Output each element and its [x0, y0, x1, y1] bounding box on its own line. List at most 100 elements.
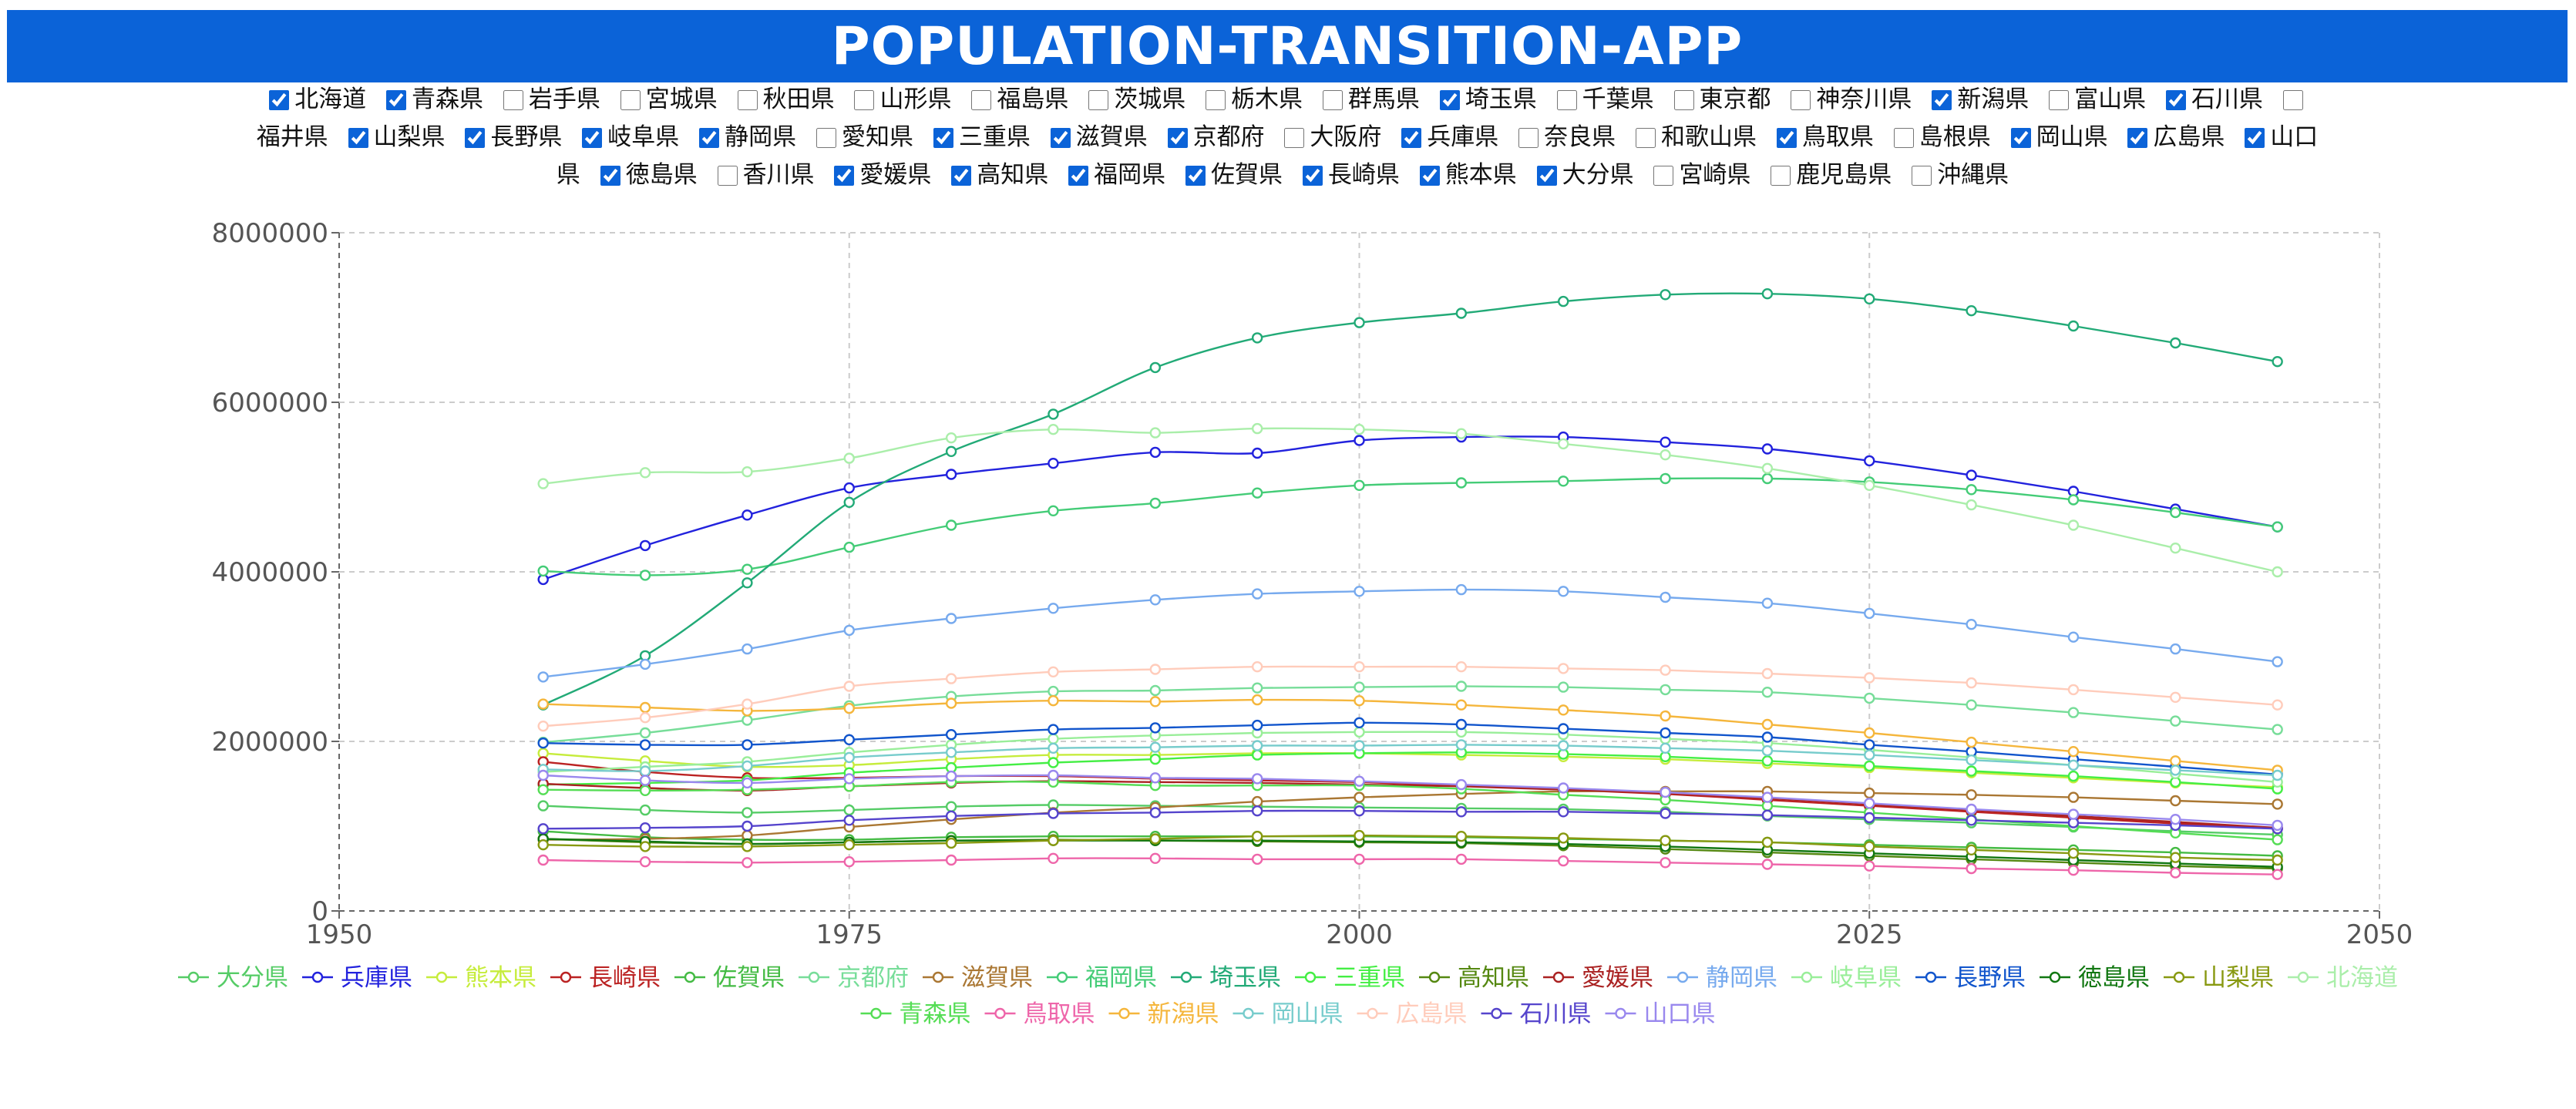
- prefecture-checkbox[interactable]: [699, 128, 720, 148]
- prefecture-option[interactable]: 熊本県: [1417, 161, 1517, 189]
- legend-item[interactable]: 兵庫県: [302, 964, 412, 992]
- prefecture-option[interactable]: 京都府: [1165, 123, 1265, 151]
- prefecture-checkbox[interactable]: [1439, 90, 1460, 110]
- prefecture-checkbox[interactable]: [1284, 128, 1305, 148]
- prefecture-checkbox[interactable]: [1302, 166, 1323, 186]
- prefecture-option[interactable]: 佐賀県: [1182, 161, 1283, 189]
- prefecture-checkbox[interactable]: [503, 90, 523, 110]
- prefecture-checkbox[interactable]: [737, 90, 758, 110]
- legend-item[interactable]: 高知県: [1419, 964, 1529, 992]
- prefecture-checkbox[interactable]: [1556, 90, 1577, 110]
- prefecture-option[interactable]: 香川県: [715, 161, 815, 189]
- prefecture-option[interactable]: 大分県: [1534, 161, 1634, 189]
- prefecture-option[interactable]: 滋賀県: [1048, 123, 1148, 151]
- prefecture-option[interactable]: 山口県: [557, 123, 2318, 189]
- prefecture-option[interactable]: 山形県: [851, 86, 951, 113]
- prefecture-option[interactable]: 東京都: [1671, 86, 1771, 113]
- prefecture-option[interactable]: 長崎県: [1300, 161, 1400, 189]
- legend-item[interactable]: 新潟県: [1108, 1000, 1219, 1028]
- legend-item[interactable]: 長野県: [1915, 964, 2026, 992]
- prefecture-option[interactable]: 青森県: [383, 86, 483, 113]
- prefecture-checkbox[interactable]: [2282, 90, 2303, 110]
- legend-item[interactable]: 福岡県: [1047, 964, 1157, 992]
- legend-item[interactable]: 山梨県: [2164, 964, 2274, 992]
- prefecture-option[interactable]: 宮崎県: [1650, 161, 1750, 189]
- prefecture-option[interactable]: 奈良県: [1515, 123, 1616, 151]
- prefecture-checkbox[interactable]: [1088, 90, 1109, 110]
- prefecture-option[interactable]: 鹿児島県: [1767, 161, 1892, 189]
- prefecture-option[interactable]: 静岡県: [696, 123, 796, 151]
- prefecture-option[interactable]: 宮城県: [617, 86, 718, 113]
- prefecture-option[interactable]: 石川県: [2163, 86, 2263, 113]
- legend-item[interactable]: 佐賀県: [674, 964, 785, 992]
- prefecture-checkbox[interactable]: [465, 128, 486, 148]
- prefecture-checkbox[interactable]: [2049, 90, 2070, 110]
- legend-item[interactable]: 青森県: [860, 1000, 971, 1028]
- prefecture-checkbox[interactable]: [1322, 90, 1343, 110]
- prefecture-checkbox[interactable]: [1068, 166, 1089, 186]
- prefecture-option[interactable]: 愛媛県: [831, 161, 931, 189]
- legend-item[interactable]: 三重県: [1295, 964, 1405, 992]
- prefecture-option[interactable]: 千葉県: [1554, 86, 1654, 113]
- prefecture-option[interactable]: 茨城県: [1085, 86, 1185, 113]
- prefecture-checkbox[interactable]: [1167, 128, 1188, 148]
- prefecture-checkbox[interactable]: [1776, 128, 1797, 148]
- prefecture-checkbox[interactable]: [1419, 166, 1440, 186]
- prefecture-option[interactable]: 和歌山県: [1633, 123, 1757, 151]
- prefecture-option[interactable]: 岡山県: [2008, 123, 2108, 151]
- prefecture-checkbox[interactable]: [1932, 90, 1952, 110]
- prefecture-option[interactable]: 愛知県: [813, 123, 913, 151]
- prefecture-checkbox[interactable]: [816, 128, 836, 148]
- prefecture-checkbox[interactable]: [1185, 166, 1206, 186]
- prefecture-option[interactable]: 島根県: [1891, 123, 1991, 151]
- prefecture-checkbox[interactable]: [1771, 166, 1791, 186]
- legend-item[interactable]: 山口県: [1605, 1000, 1716, 1028]
- prefecture-option[interactable]: 北海道: [266, 86, 366, 113]
- prefecture-checkbox[interactable]: [1636, 128, 1656, 148]
- prefecture-checkbox[interactable]: [933, 128, 953, 148]
- legend-item[interactable]: 熊本県: [426, 964, 536, 992]
- prefecture-checkbox[interactable]: [1050, 128, 1071, 148]
- prefecture-option[interactable]: 秋田県: [735, 86, 835, 113]
- prefecture-checkbox[interactable]: [348, 128, 368, 148]
- prefecture-checkbox[interactable]: [600, 166, 620, 186]
- prefecture-option[interactable]: 兵庫県: [1398, 123, 1498, 151]
- prefecture-checkbox[interactable]: [1401, 128, 1422, 148]
- prefecture-option[interactable]: 神奈川県: [1787, 86, 1912, 113]
- prefecture-option[interactable]: 三重県: [930, 123, 1031, 151]
- prefecture-checkbox[interactable]: [269, 90, 290, 110]
- legend-item[interactable]: 広島県: [1357, 1000, 1468, 1028]
- legend-item[interactable]: 石川県: [1481, 1000, 1592, 1028]
- prefecture-checkbox[interactable]: [2127, 128, 2148, 148]
- prefecture-option[interactable]: 福井県: [257, 86, 2309, 151]
- legend-item[interactable]: 大分県: [178, 964, 288, 992]
- prefecture-checkbox[interactable]: [1518, 128, 1539, 148]
- prefecture-checkbox[interactable]: [1912, 166, 1932, 186]
- prefecture-option[interactable]: 沖縄県: [1908, 161, 2009, 189]
- prefecture-checkbox[interactable]: [620, 90, 641, 110]
- prefecture-checkbox[interactable]: [971, 90, 992, 110]
- prefecture-option[interactable]: 山梨県: [345, 123, 446, 151]
- prefecture-checkbox[interactable]: [2245, 128, 2265, 148]
- legend-item[interactable]: 北海道: [2288, 964, 2398, 992]
- prefecture-checkbox[interactable]: [1536, 166, 1557, 186]
- prefecture-checkbox[interactable]: [1673, 90, 1694, 110]
- prefecture-option[interactable]: 鳥取県: [1774, 123, 1874, 151]
- prefecture-checkbox[interactable]: [854, 90, 875, 110]
- prefecture-option[interactable]: 大阪府: [1281, 123, 1381, 151]
- prefecture-option[interactable]: 群馬県: [1320, 86, 1420, 113]
- prefecture-checkbox[interactable]: [2010, 128, 2031, 148]
- prefecture-option[interactable]: 岩手県: [500, 86, 600, 113]
- prefecture-option[interactable]: 高知県: [948, 161, 1048, 189]
- prefecture-checkbox[interactable]: [386, 90, 407, 110]
- legend-item[interactable]: 愛媛県: [1543, 964, 1653, 992]
- prefecture-option[interactable]: 徳島県: [597, 161, 698, 189]
- legend-item[interactable]: 岡山県: [1233, 1000, 1343, 1028]
- prefecture-checkbox[interactable]: [582, 128, 603, 148]
- prefecture-option[interactable]: 新潟県: [1929, 86, 2029, 113]
- prefecture-checkbox[interactable]: [951, 166, 972, 186]
- prefecture-option[interactable]: 富山県: [2046, 86, 2146, 113]
- prefecture-checkbox[interactable]: [834, 166, 855, 186]
- legend-item[interactable]: 京都府: [799, 964, 909, 992]
- legend-item[interactable]: 鳥取県: [984, 1000, 1095, 1028]
